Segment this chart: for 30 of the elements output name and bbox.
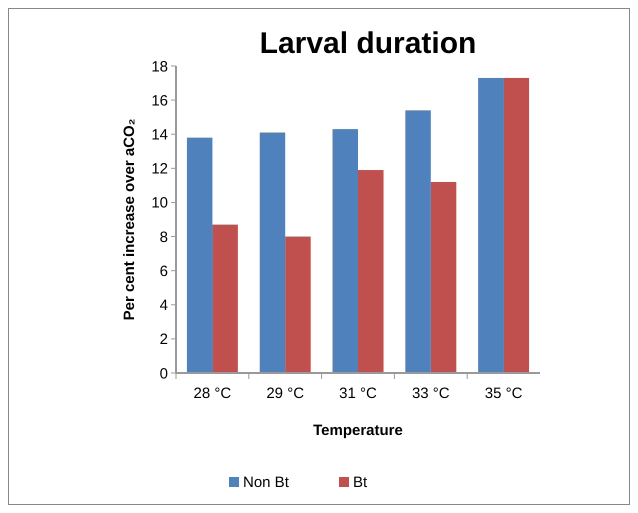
- bar: [332, 129, 358, 373]
- legend-label: Non Bt: [243, 474, 290, 491]
- y-tick-label: 10: [151, 194, 168, 212]
- y-tick-label: 12: [151, 160, 168, 178]
- y-tick-label: 8: [160, 228, 168, 246]
- chart-title: Larval duration: [260, 27, 476, 60]
- bar: [405, 110, 431, 373]
- x-tick-label: 29 °C: [266, 385, 304, 402]
- bar: [504, 78, 530, 373]
- bar: [260, 132, 286, 373]
- bar: [285, 236, 311, 373]
- x-axis-title: Temperature: [313, 422, 403, 439]
- y-tick-label: 14: [151, 126, 168, 144]
- y-axis-title: Per cent increase over aCO₂: [121, 118, 138, 320]
- legend-label: Bt: [353, 474, 368, 491]
- x-tick-label: 35 °C: [484, 385, 523, 402]
- y-tick-label: 4: [160, 297, 168, 314]
- y-tick-label: 2: [160, 331, 168, 348]
- bar: [212, 224, 238, 373]
- y-tick-label: 16: [151, 92, 168, 110]
- bar: [358, 170, 384, 373]
- y-tick-label: 6: [160, 262, 168, 280]
- x-tick-label: 31 °C: [339, 385, 378, 402]
- bar: [430, 182, 456, 373]
- bar: [478, 78, 504, 373]
- x-tick-label: 28 °C: [194, 385, 232, 402]
- y-tick-label: 0: [160, 365, 168, 382]
- x-tick-label: 33 °C: [412, 385, 450, 402]
- y-tick-label: 18: [151, 58, 168, 76]
- bar: [186, 138, 212, 373]
